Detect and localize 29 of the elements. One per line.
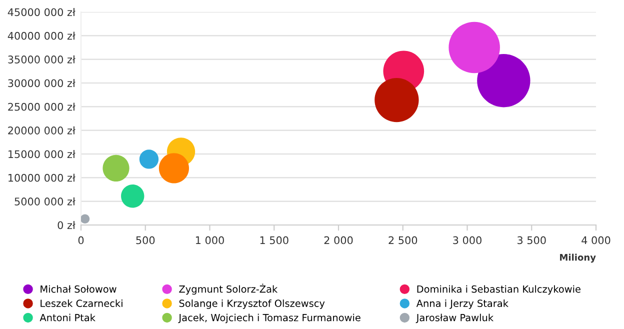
- y-tick-label: 25000 000 zł: [8, 102, 76, 111]
- y-tick-label: 20000 000 zł: [8, 126, 76, 134]
- legend-label: Dominika i Sebastian Kulczykowie: [417, 285, 580, 295]
- x-tick-label: 500: [136, 236, 155, 244]
- y-tick-label: 40000 000 zł: [8, 32, 76, 40]
- x-tick-label: 2 000: [324, 236, 353, 244]
- legend-label: Jarosław Pawluk: [416, 314, 494, 324]
- legend-label: Antoni Ptak: [40, 314, 96, 322]
- y-tick-label: 35000 000 zł: [8, 55, 76, 64]
- legend-label: Jacek, Wojciech i Tomasz Furmanowie: [178, 314, 360, 324]
- legend-label: Anna i Jerzy Starak: [416, 299, 508, 309]
- x-tick-label: 1 500: [260, 236, 288, 244]
- y-tick-label: 5000 000 zł: [14, 197, 76, 206]
- y-tick-label: 45000 000 zł: [8, 8, 76, 16]
- x-tick-label: 0: [78, 236, 84, 244]
- y-tick-label: 30000 000 zł: [8, 79, 76, 88]
- x-tick-label: 2 500: [388, 236, 418, 244]
- legend-label: Michał Sołowow: [40, 285, 116, 293]
- y-tick-label: 10000 000 zł: [8, 174, 76, 182]
- legend-label: Leszek Czarnecki: [40, 299, 122, 308]
- y-tick-label: 0 zł: [58, 221, 76, 230]
- x-axis-title: Miliony: [560, 254, 596, 263]
- x-tick-label: 3 000: [453, 236, 482, 244]
- legend-label: Zygmunt Solorz-Żak: [179, 284, 278, 295]
- legend-label: Solange i Krzysztof Olszewscy: [179, 299, 325, 309]
- x-tick-label: 1 000: [196, 236, 224, 244]
- x-tick-label: 3 500: [518, 236, 546, 244]
- x-tick-label: 4 000: [582, 236, 610, 244]
- y-tick-label: 15000 000 zł: [8, 150, 76, 158]
